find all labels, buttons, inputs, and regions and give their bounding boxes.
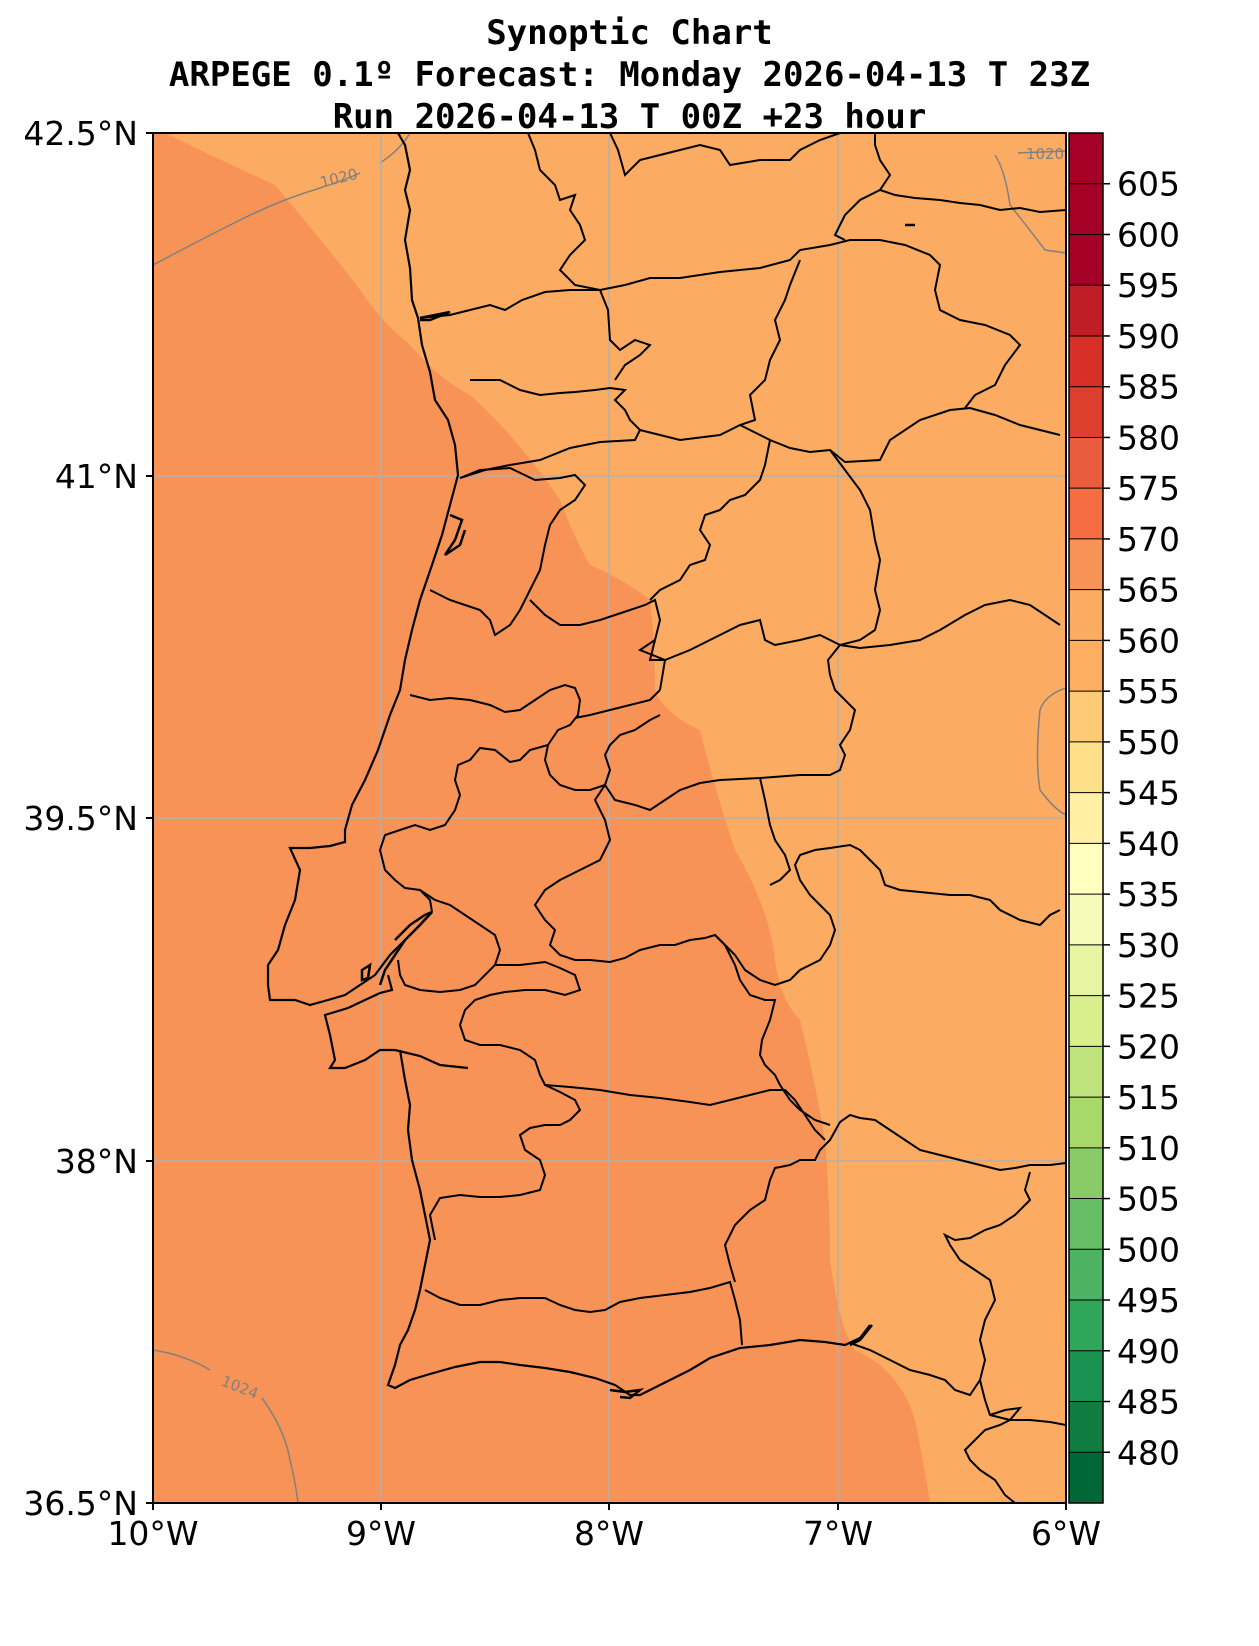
colorbar-label: 560 (1117, 621, 1180, 660)
administrative-borders (378, 133, 1066, 1503)
lon-label-7w: 7°W (803, 1514, 873, 1553)
colorbar-segment (1069, 741, 1103, 793)
colorbar-segment (1069, 488, 1103, 539)
axis-ticks (146, 132, 1067, 1510)
colorbar-label: 605 (1117, 165, 1180, 204)
chart-title: Synoptic Chart (486, 13, 773, 53)
colorbar-label: 535 (1117, 875, 1180, 914)
colorbar-label: 510 (1117, 1129, 1180, 1168)
colorbar-label: 590 (1117, 317, 1180, 356)
colorbar-segment (1069, 640, 1103, 692)
colorbar-segment (1069, 792, 1103, 844)
colorbar-segment (1069, 1300, 1103, 1351)
run-subtitle: Run 2026-04-13 T 00Z +23 hour (332, 97, 927, 137)
colorbar-segment (1069, 1097, 1103, 1148)
lat-label-39-5: 39.5°N (23, 799, 138, 838)
colorbar-segment (1069, 234, 1103, 286)
colorbar-segment (1069, 538, 1103, 590)
colorbar-segment (1069, 285, 1103, 336)
lat-label-38: 38°N (55, 1142, 138, 1181)
colorbar-segment (1069, 944, 1103, 996)
inland-water-details (360, 223, 915, 1400)
colorbar-segment (1069, 1249, 1103, 1301)
colorbar-label: 595 (1117, 266, 1180, 305)
map-plot-area: 1020 1020 1024 (153, 133, 1066, 1503)
lat-label-42-5: 42.5°N (23, 114, 138, 153)
colorbar-segment (1069, 437, 1103, 489)
colorbar-segment (1069, 894, 1103, 945)
colorbar-label: 580 (1117, 418, 1180, 457)
colorbar-label: 505 (1117, 1180, 1180, 1219)
colorbar-segment (1069, 386, 1103, 438)
lon-label-8w: 8°W (574, 1514, 644, 1553)
colorbar-label: 565 (1117, 571, 1180, 610)
colorbar-label: 575 (1117, 469, 1180, 508)
colorbar-segment (1069, 133, 1103, 184)
lat-label-41: 41°N (55, 457, 138, 496)
forecast-subtitle: ARPEGE 0.1º Forecast: Monday 2026-04-13 … (168, 55, 1091, 95)
lon-label-9w: 9°W (346, 1514, 416, 1553)
colorbar-segment (1069, 589, 1103, 641)
colorbar-segment (1069, 995, 1103, 1047)
colorbar-segment (1069, 843, 1103, 895)
colorbar-segment (1069, 1147, 1103, 1199)
colorbar-label: 570 (1117, 520, 1180, 559)
colorbar-segment (1069, 183, 1103, 235)
colorbar-segment (1069, 691, 1103, 742)
lon-label-6w: 6°W (1031, 1514, 1101, 1553)
colorbar-label: 500 (1117, 1230, 1180, 1269)
colorbar-label: 600 (1117, 215, 1180, 254)
colorbar-label: 480 (1117, 1433, 1180, 1472)
colorbar-frame (1068, 132, 1104, 1504)
colorbar-label: 520 (1117, 1027, 1180, 1066)
coastline (266, 133, 871, 1397)
isobar-label-1020-east: 1020 (1026, 145, 1064, 163)
colorbar-segment (1069, 335, 1103, 387)
isobar-lines (153, 133, 1066, 1503)
colorbar-label: 495 (1117, 1281, 1180, 1320)
colorbar-label: 545 (1117, 774, 1180, 813)
lat-label-36-5: 36.5°N (23, 1484, 138, 1523)
colorbar-label: 525 (1117, 977, 1180, 1016)
colorbar-label: 490 (1117, 1332, 1180, 1371)
colorbar-segment (1069, 1046, 1103, 1098)
colorbar-label: 530 (1117, 926, 1180, 965)
colorbar-label: 555 (1117, 672, 1180, 711)
colorbar-label: 540 (1117, 824, 1180, 863)
colorbar-label: 550 (1117, 723, 1180, 762)
colorbar-label: 485 (1117, 1383, 1180, 1422)
colorbar-label: 515 (1117, 1078, 1180, 1117)
lon-label-10w: 10°W (107, 1514, 198, 1553)
colorbar-segment (1069, 1350, 1103, 1402)
colorbar-label: 585 (1117, 368, 1180, 407)
colorbar-segment (1069, 1452, 1103, 1503)
colorbar-segment (1069, 1401, 1103, 1453)
colorbar: 480 485 490 495 500 505 510 515 520 525 530 535 540 5… (1068, 132, 1180, 1504)
colorbar-segment (1069, 1198, 1103, 1250)
gridlines (153, 133, 1066, 1503)
